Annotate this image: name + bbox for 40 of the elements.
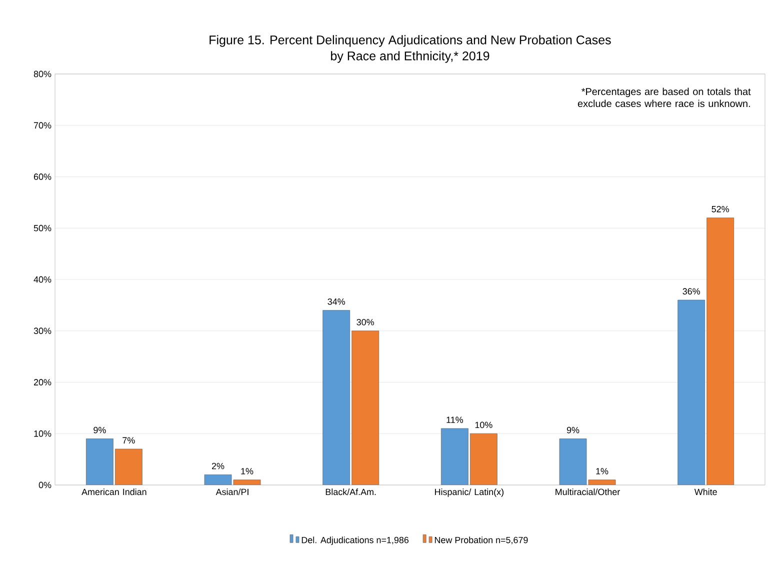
bar: [559, 438, 587, 485]
data-label: 1%: [241, 468, 254, 474]
bar: [678, 300, 706, 485]
y-tick-label: 80%: [34, 70, 52, 78]
legend-label: New Probation n=5,679: [434, 536, 528, 544]
bar: [322, 310, 350, 485]
bar: [470, 433, 498, 485]
chart-title: Figure 15. Percent Delinquency Adjudications and New Probation Cases by Race and Ethnicity,* 2019: [210, 35, 611, 63]
data-label: 30%: [356, 318, 374, 326]
data-label: 36%: [682, 288, 700, 295]
x-tick-label: Hispanic/ Latin(x): [435, 488, 504, 497]
y-tick-label: 50%: [34, 224, 52, 232]
data-label: 11%: [446, 416, 463, 423]
bar: [86, 438, 114, 485]
x-tick-label: Asian/PI: [216, 488, 248, 496]
bar: [706, 218, 734, 485]
data-label: 2%: [212, 462, 224, 470]
y-tick-label: 0%: [38, 482, 52, 488]
y-tick-label: 60%: [34, 174, 52, 180]
x-tick-label: White: [694, 488, 717, 496]
x-tick-label: American Indian: [82, 488, 146, 496]
y-tick-label: 70%: [34, 122, 52, 129]
data-label: 10%: [475, 422, 492, 428]
y-tick-label: 10%: [34, 430, 52, 437]
data-label: 52%: [712, 206, 729, 212]
data-label: 7%: [122, 437, 135, 444]
data-label: 34%: [328, 298, 345, 305]
y-tick-label: 40%: [34, 276, 52, 283]
data-label: 1%: [596, 468, 608, 474]
legend-label: Del. Adjudications n=1,986: [302, 536, 409, 545]
bar: [114, 448, 142, 485]
data-label: 9%: [94, 426, 106, 434]
y-tick-label: 20%: [34, 379, 52, 386]
annotation: *Percentages are based on totals that exclude cases where race is unknown.: [578, 88, 751, 108]
bar: [440, 428, 468, 485]
y-tick-label: 30%: [34, 328, 52, 334]
x-tick-label: Multiracial/Other: [556, 488, 620, 496]
x-tick-label: Black/Af.Am.: [326, 488, 376, 496]
bar: [352, 330, 380, 485]
data-label: 9%: [566, 426, 580, 434]
